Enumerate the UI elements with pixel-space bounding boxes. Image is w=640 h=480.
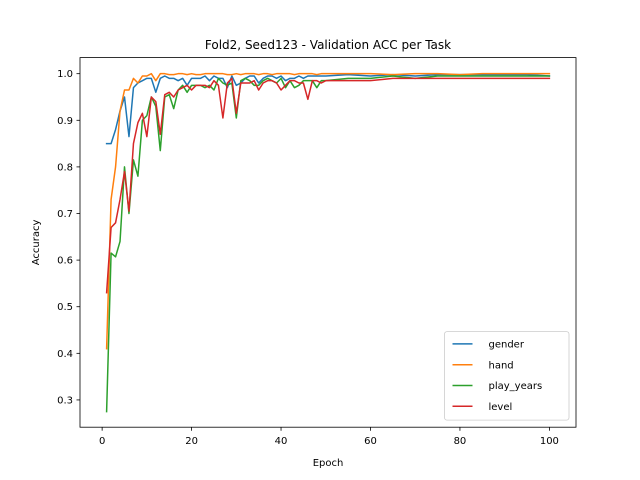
- x-tick-label: 40: [275, 436, 288, 447]
- x-tick-label: 0: [99, 436, 105, 447]
- series-line-hand: [105, 72, 551, 350]
- axes: 0 20 40 60 80 100 0.3 0.4 0.5 0.6 0.7 0.8 0.9 1.0: [57, 57, 577, 447]
- legend-label: play_years: [489, 381, 543, 392]
- legend-label: gender: [489, 340, 525, 351]
- series-line-gender: [105, 73, 551, 145]
- legend-box: [444, 331, 570, 421]
- x-tick-label: 20: [185, 436, 198, 447]
- y-tick-label: 0.8: [57, 162, 73, 173]
- y-tick-label: 0.6: [57, 256, 73, 267]
- x-axis-label: Epoch: [313, 458, 344, 469]
- legend-label: hand: [489, 360, 514, 371]
- y-tick-label: 0.4: [57, 349, 73, 360]
- y-tick-label: 0.5: [57, 302, 73, 313]
- x-tick-label: 80: [454, 436, 467, 447]
- chart-title: Fold2, Seed123 - Validation ACC per Task: [205, 38, 451, 52]
- series-lines: [105, 72, 551, 413]
- series-line-level: [105, 77, 551, 294]
- y-axis-label: Accuracy: [31, 219, 42, 265]
- x-tick-label: 100: [540, 436, 559, 447]
- plot-frame: [79, 57, 577, 428]
- x-tick-label: 60: [364, 436, 377, 447]
- y-tick-label: 0.7: [57, 209, 73, 220]
- y-tick-label: 1.0: [57, 69, 73, 80]
- y-tick-label: 0.3: [57, 395, 73, 406]
- legend-label: level: [489, 402, 513, 413]
- y-tick-label: 0.9: [57, 116, 73, 127]
